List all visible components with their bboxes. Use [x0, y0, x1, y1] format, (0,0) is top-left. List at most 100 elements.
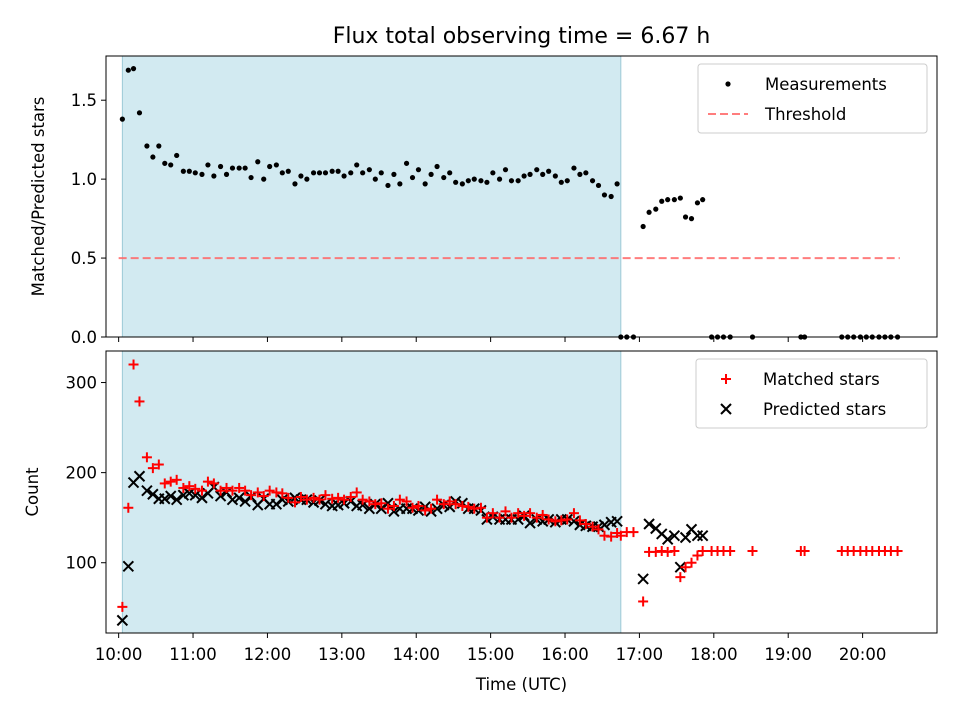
measurement-point: [322, 170, 329, 176]
matched-stars-point: [196, 485, 207, 496]
measurement-point: [199, 171, 205, 177]
top-y-tick-label: 0.5: [71, 249, 97, 268]
measurement-point: [292, 181, 298, 187]
matched-stars-point: [153, 459, 164, 470]
measurement-point: [465, 178, 471, 184]
measurement-point: [341, 173, 347, 179]
measurement-point: [316, 170, 323, 176]
matched-stars-point: [543, 514, 554, 525]
predicted-stars-point: [696, 529, 709, 542]
measurement-point: [366, 167, 372, 173]
predicted-stars-point: [226, 493, 239, 506]
measurement-point: [403, 160, 410, 166]
matched-stars-point: [357, 494, 368, 505]
matched-stars-point: [147, 463, 158, 474]
matched-stars-point: [345, 491, 356, 502]
matched-stars-point: [240, 485, 251, 496]
x-tick-label: 15:00: [467, 645, 515, 664]
matched-stars-point: [208, 478, 219, 489]
measurement-point: [205, 162, 211, 168]
matched-stars-point: [227, 485, 238, 496]
measurement-point: [441, 174, 447, 181]
matched-stars-point: [432, 494, 443, 505]
x-tick-label: 13:00: [318, 645, 366, 664]
x-tick-label: 18:00: [690, 645, 738, 664]
measurement-point: [162, 160, 168, 166]
predicted-stars-point: [668, 529, 681, 542]
measurement-point: [447, 170, 453, 176]
measurement-point: [453, 179, 459, 185]
matched-stars-point: [123, 502, 134, 513]
matched-stars-point: [475, 502, 486, 513]
matched-stars-point: [333, 492, 344, 503]
measurement-point: [130, 66, 137, 72]
measurement-point: [348, 170, 354, 176]
matched-stars-point: [308, 492, 319, 503]
measurement-point: [229, 165, 236, 171]
x-tick-label: 12:00: [244, 645, 292, 664]
measurement-point: [267, 163, 273, 170]
bottom-panel-frame: [105, 350, 938, 634]
measurement-point: [508, 178, 515, 184]
top-legend: Measurements Threshold: [697, 63, 928, 134]
measurement-point: [471, 176, 477, 182]
measurement-point: [156, 143, 162, 149]
measurement-point: [217, 163, 224, 170]
measurement-point: [378, 170, 384, 176]
measurement-point: [329, 168, 335, 174]
measurement-point: [391, 171, 397, 177]
measurement-point: [558, 179, 564, 185]
predicted-stars-point: [363, 502, 376, 515]
matched-stars-point: [258, 491, 269, 502]
predicted-stars-point: [239, 495, 251, 508]
predicted-stars-point: [679, 531, 692, 544]
matched-stars-point: [525, 508, 536, 519]
matched-stars-point: [413, 500, 424, 511]
matched-stars-point: [178, 482, 189, 493]
measurement-point: [571, 165, 577, 171]
x-tick-label: 20:00: [839, 645, 887, 664]
measurement-point: [527, 171, 533, 177]
measurement-point: [415, 167, 422, 173]
predicted-stars-point: [170, 493, 183, 506]
predicted-stars-point: [661, 533, 674, 546]
matched-stars-point: [747, 546, 758, 557]
matched-stars-point: [481, 512, 492, 523]
matched-stars-point: [892, 546, 903, 557]
measurement-point: [397, 181, 403, 187]
legend-measurements-marker: [725, 81, 731, 87]
measurement-point: [659, 198, 665, 204]
matched-stars-point: [426, 503, 437, 514]
measurement-point: [665, 197, 671, 203]
predicted-stars-point: [122, 560, 135, 573]
predicted-stars-point: [214, 490, 227, 502]
measurement-point: [640, 223, 646, 230]
matched-stars-point: [382, 503, 393, 514]
predicted-stars-point: [637, 573, 649, 585]
top-panel-frame: [105, 55, 938, 338]
measurement-point: [223, 171, 230, 177]
matched-stars-point: [420, 505, 431, 516]
matched-stars-point: [494, 512, 505, 523]
x-tick-label: 16:00: [541, 645, 589, 664]
matched-stars-point: [320, 490, 331, 501]
matched-stars-point: [487, 508, 498, 519]
matched-stars-point: [725, 546, 736, 557]
measurement-point: [552, 173, 558, 179]
matched-stars-point: [159, 478, 170, 489]
bottom-y-tick-label: 200: [66, 464, 98, 483]
x-tick-label: 11:00: [169, 645, 217, 664]
matched-stars-point: [234, 482, 245, 493]
measurement-point: [671, 197, 677, 203]
matched-stars-point: [638, 596, 649, 607]
matched-stars-point: [669, 546, 680, 557]
measurement-point: [385, 182, 391, 189]
legend-matched-marker: [721, 374, 731, 384]
matched-stars-point: [513, 508, 524, 519]
measurement-point: [125, 67, 131, 73]
top-panel: 0.0 0.5 1.0 1.5 Flux total observing time =…: [29, 24, 938, 347]
bottom-y-tick-label: 300: [66, 374, 98, 393]
matched-stars-point: [301, 494, 312, 505]
measurement-point: [360, 170, 366, 176]
matched-stars-point: [438, 499, 449, 510]
